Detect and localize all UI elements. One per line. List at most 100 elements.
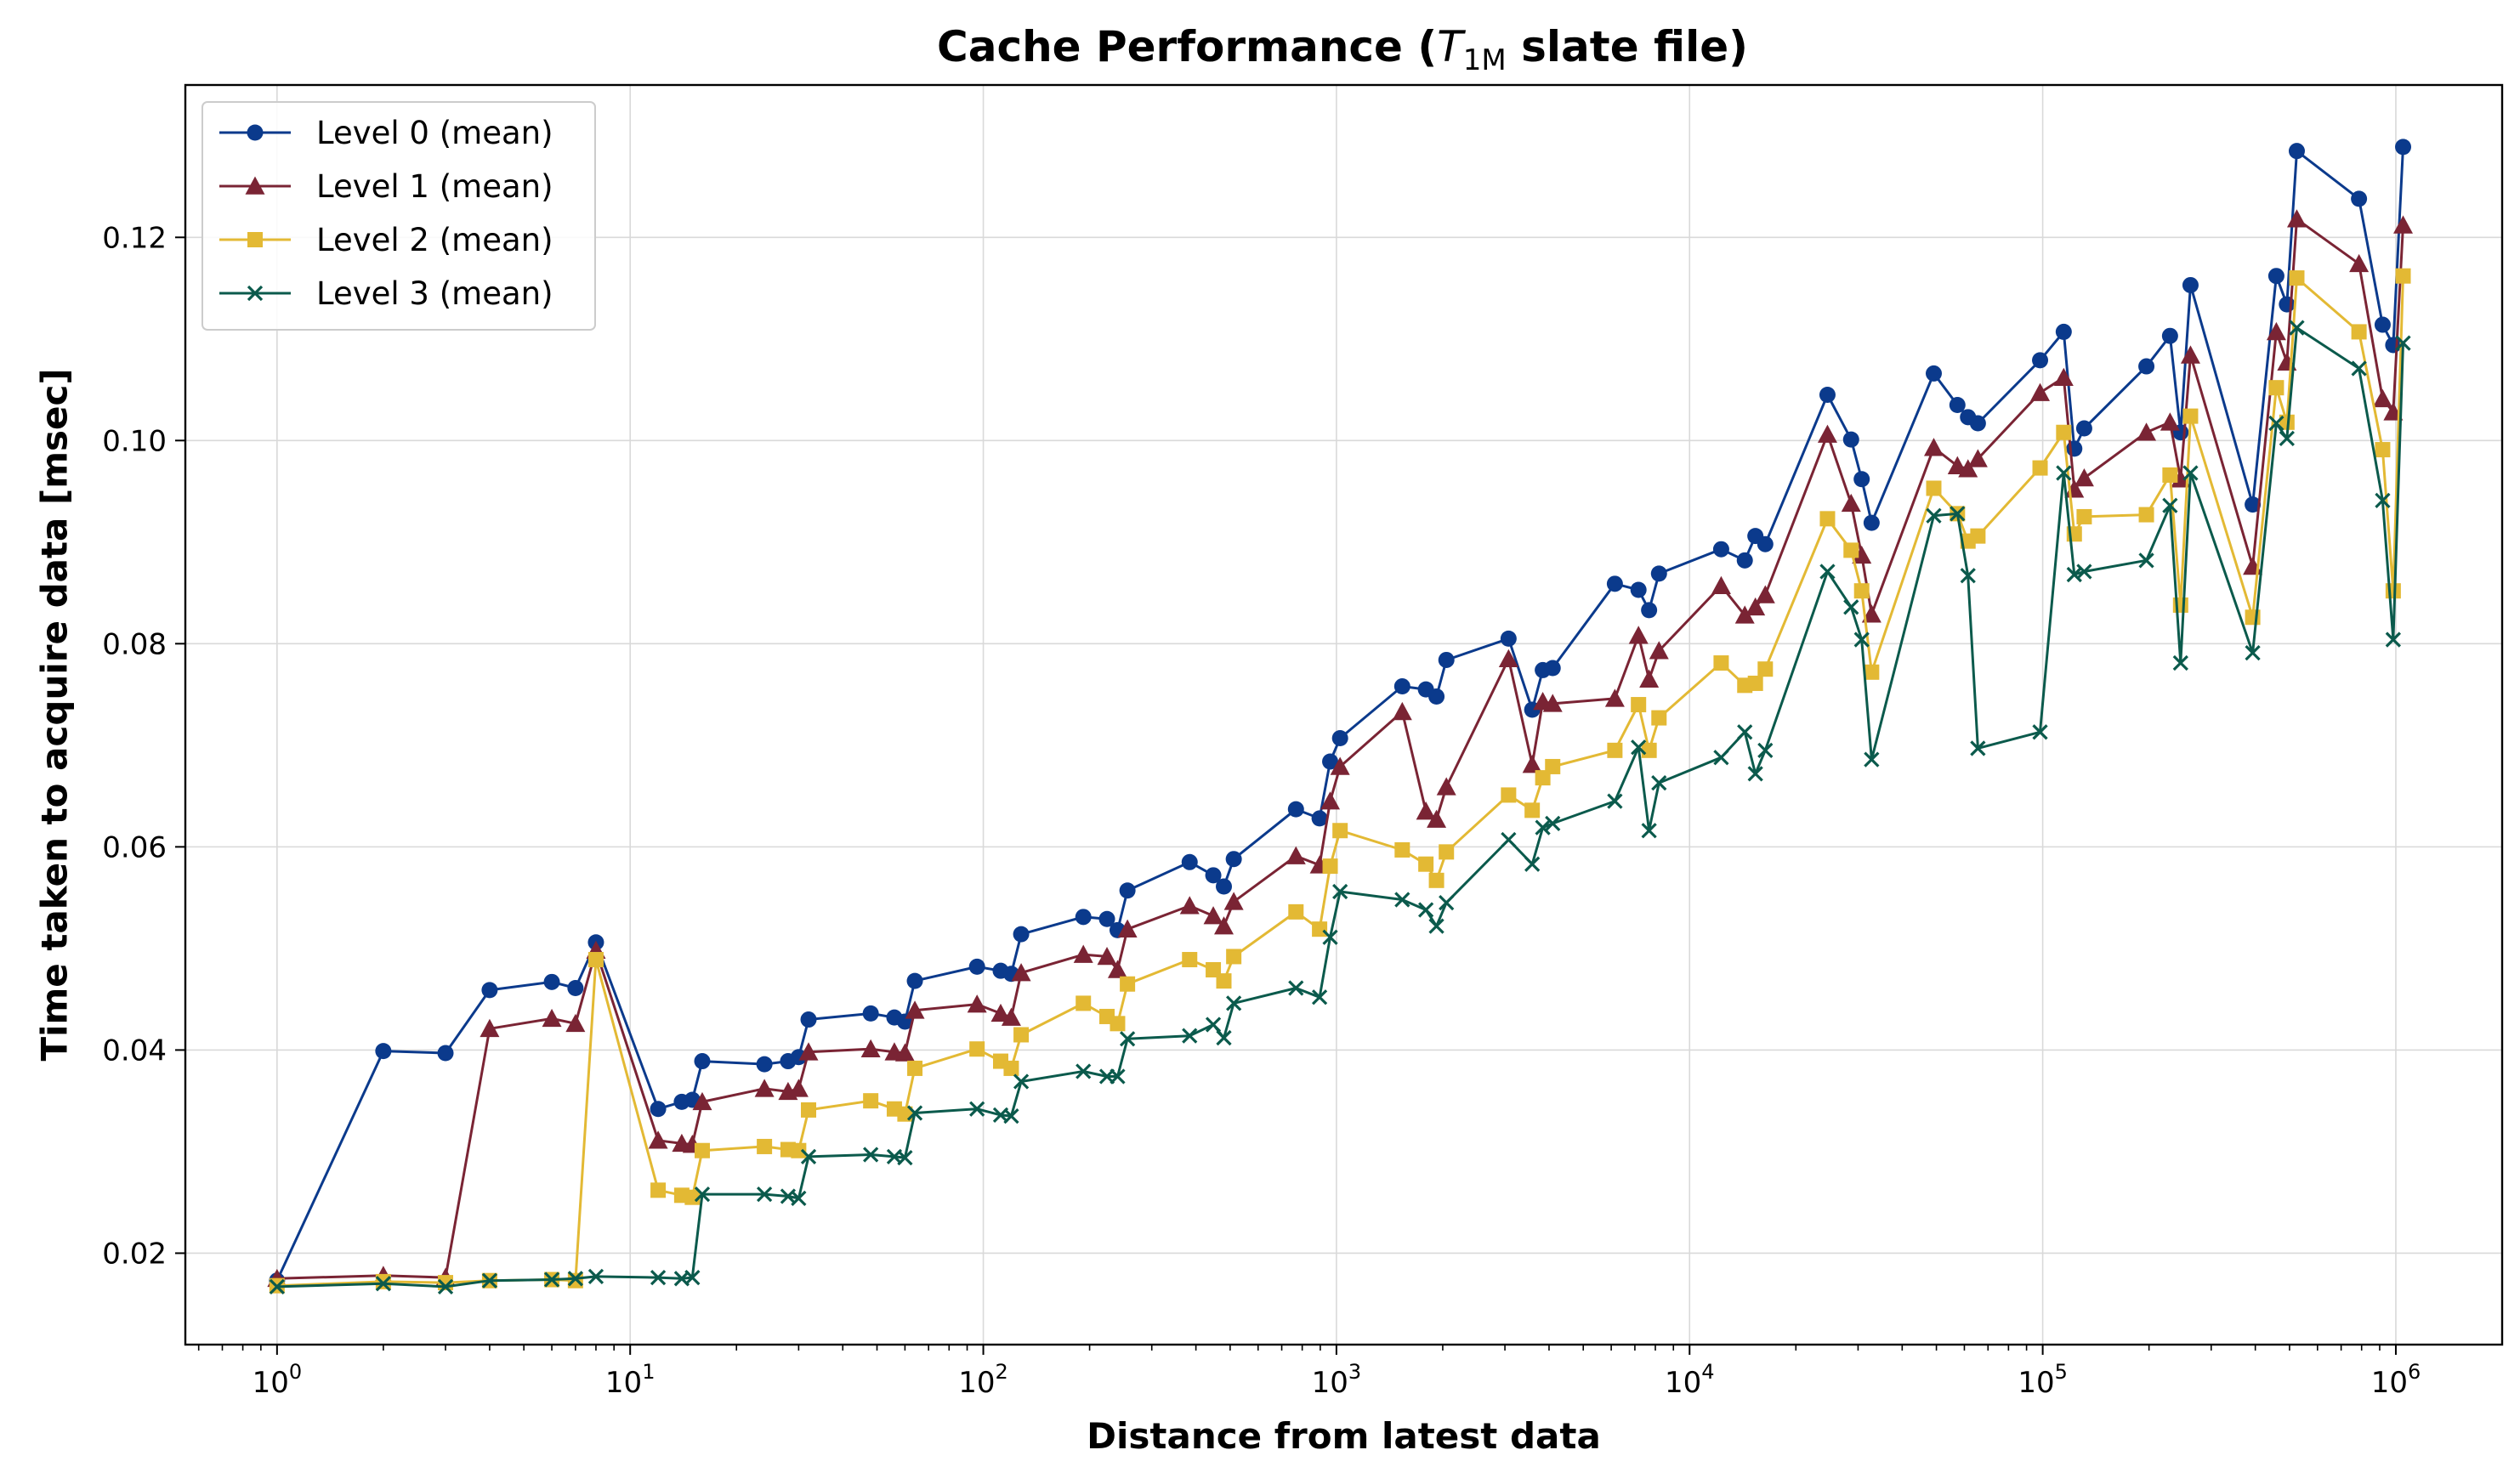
data-point: [1604, 688, 1625, 707]
data-point: [1013, 926, 1030, 943]
x-tick-label-base: 10: [253, 1366, 289, 1400]
data-point: [2245, 644, 2261, 661]
data-point: [1631, 697, 1647, 713]
data-point: [2375, 442, 2391, 458]
data-point: [1641, 823, 1657, 839]
data-point: [2032, 352, 2049, 369]
data-point: [1641, 602, 1658, 619]
data-point: [2137, 422, 2157, 441]
data-point: [1438, 651, 1455, 668]
data-point: [1713, 655, 1729, 671]
legend-box: [201, 101, 596, 331]
x-tick-label: 100: [253, 1360, 303, 1400]
data-point: [1757, 742, 1774, 758]
data-point: [1179, 896, 1200, 915]
data-point: [437, 1045, 454, 1062]
data-point: [2074, 468, 2094, 487]
data-point: [567, 979, 584, 996]
x-tick-label-exponent: 3: [1348, 1360, 1361, 1384]
data-point: [694, 1142, 710, 1158]
chart-title: Cache Performance (T1M slate file): [937, 22, 1748, 77]
data-point: [1711, 575, 1731, 594]
x-tick-label: 105: [2018, 1360, 2068, 1400]
data-point: [1969, 415, 1986, 432]
data-point: [2266, 321, 2286, 341]
data-point: [1075, 909, 1092, 926]
data-point: [1628, 626, 1649, 644]
data-point: [2180, 345, 2200, 364]
data-point: [2138, 358, 2155, 375]
data-point: [1076, 1063, 1092, 1079]
legend-label: Level 0 (mean): [316, 115, 553, 151]
data-point: [1214, 916, 1234, 935]
data-point: [906, 1105, 923, 1121]
data-point: [1322, 858, 1338, 875]
data-point: [1428, 688, 1445, 705]
data-point: [1117, 919, 1138, 937]
data-point: [1819, 511, 1836, 527]
data-point: [269, 1278, 285, 1295]
data-point: [1757, 661, 1774, 677]
data-point: [1734, 605, 1755, 624]
data-point: [1320, 791, 1341, 810]
data-point: [1745, 597, 1766, 616]
y-axis-title: Time taken to acquire data [msec]: [34, 368, 76, 1061]
data-point: [2372, 388, 2392, 408]
data-point: [1949, 396, 1966, 413]
data-point: [2385, 632, 2402, 648]
data-point: [1098, 910, 1115, 927]
data-point: [1394, 841, 1410, 858]
x-tick-label: 104: [1665, 1360, 1715, 1400]
data-point: [1864, 751, 1880, 767]
data-point: [1216, 973, 1232, 989]
data-point: [587, 952, 604, 968]
data-point: [2162, 467, 2178, 483]
data-point: [1950, 506, 1966, 522]
data-point: [1853, 583, 1870, 599]
data-point: [481, 982, 498, 999]
data-point: [1181, 853, 1198, 870]
data-point: [1853, 471, 1870, 488]
data-point: [1216, 1029, 1232, 1046]
data-point: [1639, 669, 1660, 688]
data-point: [543, 973, 560, 990]
legend-marker: [247, 285, 264, 302]
data-point: [860, 1039, 881, 1057]
data-point: [650, 1101, 667, 1118]
data-point: [1522, 755, 1542, 773]
data-point: [863, 1093, 879, 1109]
data-point: [1416, 801, 1436, 820]
data-point: [565, 1013, 586, 1033]
data-point: [481, 1272, 498, 1289]
chart-title-suffix: slate file): [1507, 22, 1748, 71]
data-point: [1535, 819, 1551, 835]
axis-ticks: 100 101 102 103 104 105 1060.020.040.060.080.1…: [102, 221, 2421, 1400]
data-point: [907, 1060, 923, 1076]
data-point: [650, 1182, 667, 1198]
data-point: [2289, 320, 2305, 336]
data-point: [2076, 564, 2092, 580]
data-point: [1311, 989, 1328, 1005]
y-tick-label: 0.06: [102, 830, 167, 864]
data-point: [1501, 831, 1517, 848]
data-point: [2245, 496, 2262, 513]
y-tick-label: 0.02: [102, 1237, 167, 1271]
data-point: [1631, 739, 1647, 756]
data-point: [968, 958, 985, 975]
data-point: [1013, 1027, 1030, 1043]
data-point: [1311, 810, 1328, 827]
data-point: [1011, 963, 1031, 982]
data-point: [1110, 1068, 1126, 1085]
data-point: [791, 1142, 807, 1158]
data-point: [2288, 143, 2305, 160]
data-point: [1439, 894, 1455, 911]
data-point: [1842, 431, 1859, 448]
data-point: [1001, 1007, 1021, 1026]
data-point: [1439, 844, 1455, 860]
data-point: [1003, 1060, 1019, 1076]
data-point: [1650, 565, 1667, 582]
data-point: [1545, 815, 1561, 832]
data-point: [1819, 564, 1836, 580]
data-point: [1226, 949, 1242, 965]
x-tick-label-exponent: 4: [1701, 1360, 1714, 1384]
